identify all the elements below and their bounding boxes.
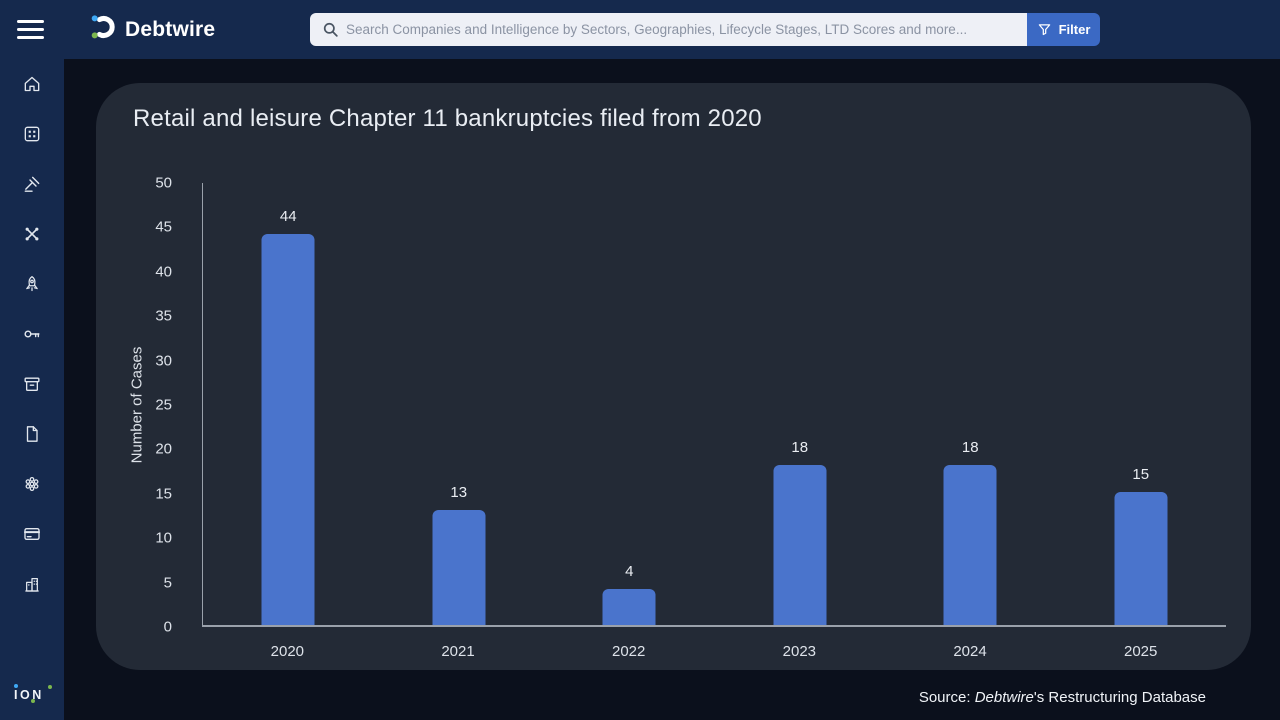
chart-title: Retail and leisure Chapter 11 bankruptci… bbox=[133, 105, 762, 132]
sidebar-item-payments[interactable] bbox=[0, 509, 64, 559]
ion-dot-blue bbox=[14, 684, 18, 688]
plot-area: 44 13 4 18 18 15 bbox=[202, 183, 1226, 627]
ion-dot-green-2 bbox=[48, 685, 52, 689]
bar-value-label: 13 bbox=[450, 483, 468, 501]
y-tick-label: 25 bbox=[155, 396, 172, 414]
chart-panel: Retail and leisure Chapter 11 bankruptci… bbox=[96, 83, 1251, 670]
brand-logo[interactable]: Debtwire bbox=[90, 14, 215, 45]
y-tick-label: 50 bbox=[155, 174, 172, 192]
sidebar-item-companies[interactable] bbox=[0, 559, 64, 609]
bar-slot: 13 bbox=[374, 183, 545, 625]
bar-value-label: 18 bbox=[791, 439, 809, 457]
ion-dot-green bbox=[31, 699, 35, 703]
sidebar-item-legal[interactable] bbox=[0, 159, 64, 209]
credit-card-icon bbox=[24, 527, 40, 541]
filter-button[interactable]: Filter bbox=[1027, 13, 1100, 46]
bar-value-label: 4 bbox=[625, 563, 634, 581]
network-icon bbox=[25, 227, 39, 241]
y-tick-label: 35 bbox=[155, 307, 172, 325]
y-tick-label: 10 bbox=[155, 529, 172, 547]
y-tick-label: 45 bbox=[155, 218, 172, 236]
search-input[interactable] bbox=[310, 13, 1027, 46]
bar-value-label: 44 bbox=[279, 208, 297, 226]
y-tick-label: 5 bbox=[163, 574, 172, 592]
x-tick-label: 2022 bbox=[611, 643, 646, 660]
sidebar-item-documents[interactable] bbox=[0, 409, 64, 459]
sidebar-item-apps[interactable] bbox=[0, 109, 64, 159]
bar-2025[interactable] bbox=[1114, 491, 1168, 625]
x-tick-label: 2021 bbox=[441, 643, 475, 660]
bar-slot: 44 bbox=[203, 183, 374, 625]
source-suffix: 's Restructuring Database bbox=[1033, 689, 1206, 706]
menu-hamburger-icon[interactable] bbox=[17, 20, 44, 39]
sidebar-item-sectors[interactable] bbox=[0, 459, 64, 509]
y-tick-label: 0 bbox=[163, 618, 172, 636]
source-note: Source: Debtwire's Restructuring Databas… bbox=[919, 689, 1206, 706]
debtwire-logo-icon bbox=[90, 14, 116, 45]
ion-logo-text: ION bbox=[14, 688, 44, 702]
y-axis-ticks: 0 5 10 15 20 25 30 35 40 45 50 bbox=[126, 176, 184, 635]
sidebar-nav: ION bbox=[0, 59, 64, 720]
home-icon bbox=[24, 76, 40, 92]
document-icon bbox=[26, 426, 38, 442]
y-tick-label: 40 bbox=[155, 263, 172, 281]
source-brand: Debtwire bbox=[974, 689, 1034, 706]
search-box bbox=[310, 13, 1027, 46]
bar-slot: 18 bbox=[885, 183, 1056, 625]
main-content: Retail and leisure Chapter 11 bankruptci… bbox=[64, 59, 1280, 720]
bar-2022[interactable] bbox=[602, 589, 656, 625]
filter-label: Filter bbox=[1058, 22, 1091, 37]
archive-icon bbox=[24, 377, 40, 391]
sidebar-item-launch[interactable] bbox=[0, 259, 64, 309]
x-tick-label: 2020 bbox=[270, 643, 305, 660]
x-axis-labels: 2020 2021 2022 2023 2024 2025 bbox=[202, 643, 1226, 660]
bar-value-label: 15 bbox=[1132, 465, 1150, 483]
y-tick-label: 30 bbox=[155, 352, 172, 370]
building-icon bbox=[25, 578, 39, 592]
x-tick-label: 2024 bbox=[953, 643, 987, 660]
sidebar-item-network[interactable] bbox=[0, 209, 64, 259]
bar-2020[interactable] bbox=[261, 234, 315, 625]
ion-logo: ION bbox=[0, 684, 64, 706]
bar-2024[interactable] bbox=[943, 465, 997, 625]
gavel-icon bbox=[24, 176, 40, 192]
x-tick-label: 2023 bbox=[782, 643, 817, 660]
x-tick-label: 2025 bbox=[1124, 643, 1158, 660]
y-tick-label: 15 bbox=[155, 485, 172, 503]
bar-2023[interactable] bbox=[773, 465, 827, 625]
rocket-icon bbox=[26, 276, 38, 292]
top-bar: Debtwire Filter bbox=[0, 0, 1280, 59]
sidebar-item-home[interactable] bbox=[0, 59, 64, 109]
bar-2021[interactable] bbox=[432, 509, 486, 625]
bar-slot: 15 bbox=[1056, 183, 1227, 625]
filter-funnel-icon bbox=[1038, 24, 1050, 36]
bar-slot: 18 bbox=[715, 183, 886, 625]
search-icon bbox=[323, 22, 338, 37]
sidebar-item-access[interactable] bbox=[0, 309, 64, 359]
key-icon bbox=[24, 330, 40, 338]
source-prefix: Source: bbox=[918, 689, 975, 706]
brand-name: Debtwire bbox=[125, 17, 216, 41]
bar-slot: 4 bbox=[544, 183, 715, 625]
cluster-icon bbox=[25, 476, 39, 492]
y-tick-label: 20 bbox=[155, 440, 172, 458]
apps-grid-icon bbox=[24, 126, 40, 142]
search-bar: Filter bbox=[310, 13, 1100, 46]
sidebar-item-archive[interactable] bbox=[0, 359, 64, 409]
bar-value-label: 18 bbox=[961, 439, 979, 457]
